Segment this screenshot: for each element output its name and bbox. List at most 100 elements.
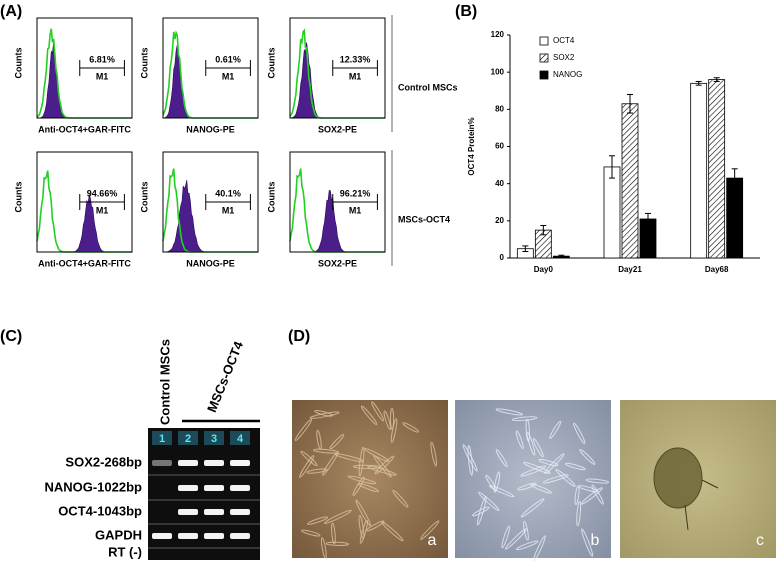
cell bbox=[520, 465, 547, 477]
x-axis-label: Anti-OCT4+GAR-FITC bbox=[38, 124, 131, 134]
lane-box bbox=[152, 431, 172, 445]
cell bbox=[573, 422, 586, 445]
image-label: a bbox=[428, 532, 437, 549]
gate-name: M1 bbox=[349, 205, 362, 215]
cell bbox=[538, 458, 559, 467]
y-tick-label: 0 bbox=[500, 253, 505, 262]
plot-frame bbox=[289, 151, 386, 253]
histogram-fill bbox=[289, 42, 385, 119]
cell bbox=[306, 468, 328, 474]
y-axis-label: Counts bbox=[266, 48, 276, 79]
legend-label: OCT4 bbox=[553, 36, 575, 45]
gel-band bbox=[230, 460, 250, 466]
cell bbox=[314, 410, 333, 417]
cell bbox=[564, 462, 586, 471]
gate-percent: 94.66% bbox=[87, 188, 118, 198]
gate-percent: 40.1% bbox=[215, 188, 241, 198]
gel-band bbox=[230, 485, 250, 491]
x-axis-label: SOX2-PE bbox=[318, 124, 357, 134]
cell bbox=[294, 418, 313, 441]
gel-background bbox=[148, 428, 260, 560]
cell bbox=[526, 431, 536, 456]
y-tick-label: 80 bbox=[495, 104, 504, 113]
image-label: c bbox=[756, 532, 764, 549]
panel-label: (A) bbox=[0, 3, 22, 20]
gate-name: M1 bbox=[222, 205, 235, 215]
histogram-fill bbox=[37, 42, 132, 119]
cell bbox=[365, 520, 385, 532]
y-tick-label: 120 bbox=[491, 30, 505, 39]
bar bbox=[690, 82, 708, 259]
bar bbox=[726, 177, 744, 259]
row-label: SOX2-268bp bbox=[65, 454, 142, 469]
cell bbox=[515, 430, 524, 449]
gate-name: M1 bbox=[96, 205, 109, 215]
colony bbox=[653, 447, 703, 509]
cell bbox=[402, 422, 420, 433]
gate-percent: 6.81% bbox=[89, 54, 115, 64]
gate-percent: 12.33% bbox=[340, 54, 371, 64]
gate-name: M1 bbox=[222, 71, 235, 81]
legend-swatch bbox=[539, 53, 549, 63]
histogram-fill bbox=[162, 44, 258, 119]
cell bbox=[489, 485, 515, 498]
y-tick-label: 100 bbox=[491, 67, 505, 76]
lane-number: 3 bbox=[211, 433, 217, 445]
cell bbox=[299, 455, 315, 478]
cell bbox=[549, 420, 562, 439]
cell bbox=[523, 461, 551, 474]
gate-name: M1 bbox=[96, 71, 109, 81]
image-label: b bbox=[591, 532, 600, 549]
cell bbox=[467, 445, 473, 476]
cell bbox=[359, 519, 368, 544]
legend-label: SOX2 bbox=[553, 53, 575, 62]
cell bbox=[300, 450, 318, 467]
lane-box bbox=[204, 431, 224, 445]
gel-band bbox=[178, 533, 198, 539]
gate-percent: 96.21% bbox=[340, 188, 371, 198]
micrograph bbox=[292, 400, 448, 558]
x-tick-label: Day68 bbox=[705, 265, 729, 274]
y-tick-label: 40 bbox=[495, 179, 504, 188]
cell bbox=[504, 528, 527, 550]
y-axis-label: Counts bbox=[13, 48, 23, 79]
bar bbox=[708, 79, 726, 259]
x-tick-label: Day0 bbox=[534, 265, 554, 274]
gel-band bbox=[230, 533, 250, 539]
cell bbox=[501, 525, 511, 549]
cell bbox=[532, 437, 544, 458]
plot-frame bbox=[36, 151, 133, 253]
x-tick-label: Day21 bbox=[618, 265, 642, 274]
row-label: GAPDH bbox=[95, 527, 142, 542]
legend-swatch bbox=[539, 36, 549, 46]
cell bbox=[358, 483, 379, 493]
cell bbox=[579, 448, 596, 465]
cell bbox=[515, 540, 539, 551]
y-axis-label: OCT4 Protein% bbox=[467, 117, 476, 175]
plot-frame bbox=[162, 17, 259, 119]
lane-box bbox=[178, 431, 198, 445]
panel-label: (D) bbox=[288, 328, 310, 345]
panel-label: (B) bbox=[455, 3, 477, 20]
cell bbox=[352, 476, 365, 496]
cell bbox=[478, 491, 500, 511]
cell bbox=[392, 489, 409, 508]
cell bbox=[525, 418, 530, 442]
cell bbox=[323, 509, 352, 524]
cell bbox=[523, 520, 529, 541]
cell bbox=[374, 455, 395, 475]
row-label: RT (-) bbox=[108, 544, 142, 559]
lane-number: 4 bbox=[237, 433, 244, 445]
gel-band bbox=[152, 460, 172, 466]
y-axis-label: Counts bbox=[13, 182, 23, 213]
cell bbox=[320, 537, 327, 559]
cell bbox=[585, 478, 610, 484]
cell bbox=[355, 499, 371, 527]
plot-frame bbox=[162, 151, 259, 253]
legend-swatch bbox=[539, 70, 549, 80]
cell bbox=[542, 474, 569, 484]
bar bbox=[603, 166, 621, 259]
cell bbox=[576, 500, 582, 527]
cell bbox=[555, 468, 576, 487]
